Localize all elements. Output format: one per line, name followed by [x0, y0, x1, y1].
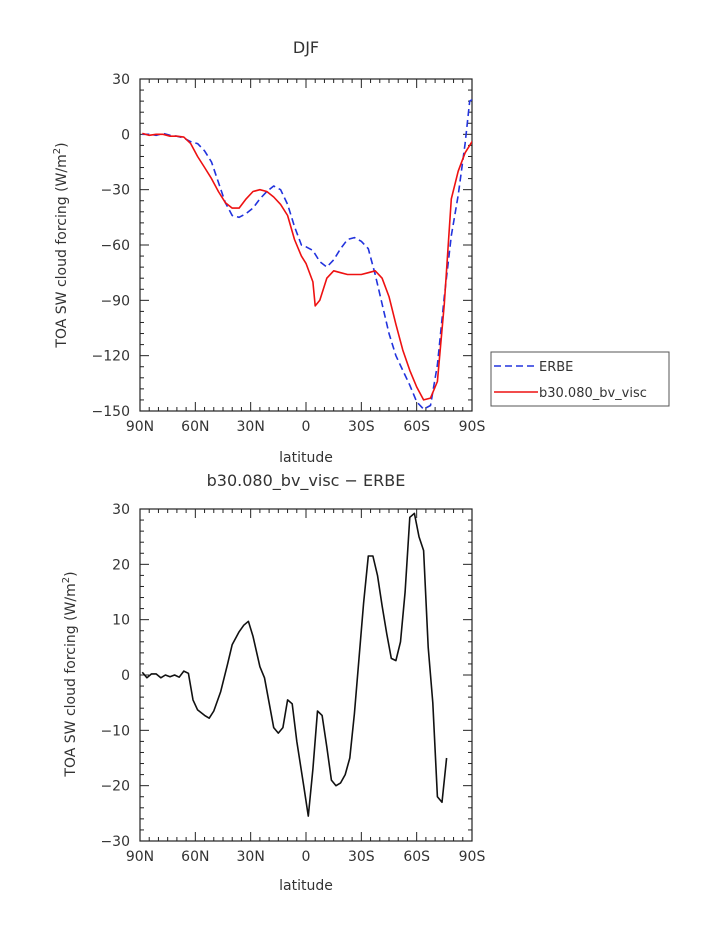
bottom-chart-y-tick-label: 0	[121, 668, 130, 684]
top-chart-panel: DJF 90N 60N 30N 0 30S 60S 90S 30 0 −30 −60 −90 −120 −…	[52, 38, 670, 466]
top-chart-y-tick-label: 30	[112, 72, 130, 88]
top-chart-x-tick-label: 60N	[181, 419, 209, 435]
top-chart-y-tick-label: −90	[100, 293, 130, 309]
bottom-chart-series-line-0	[141, 512, 448, 817]
legend-erbe-label: ERBE	[539, 360, 573, 375]
top-chart-y-tick-label: −60	[100, 238, 130, 254]
top-chart-legend: ERBE b30.080_bv_visc	[490, 351, 670, 407]
bottom-chart-x-tick-label: 30S	[348, 849, 375, 865]
top-chart-series-line-1	[142, 132, 472, 401]
bottom-chart-x-tick-label: 30N	[237, 849, 265, 865]
legend-b30-label: b30.080_bv_visc	[539, 386, 647, 401]
top-chart-y-axis-label: TOA SW cloud forcing (W/m2)	[52, 142, 70, 348]
bottom-chart-y-tick-label: 20	[112, 557, 130, 573]
bottom-chart-y-tick-label: −30	[100, 834, 130, 850]
top-chart-x-axis-label: latitude	[279, 450, 333, 466]
top-chart-x-tick-label: 60S	[403, 419, 430, 435]
top-chart-x-tick-label: 90N	[126, 419, 154, 435]
bottom-chart-x-tick-label: 90S	[459, 849, 486, 865]
bottom-chart-y-tick-label: −10	[100, 723, 130, 739]
bottom-chart-y-tick-label: −20	[100, 779, 130, 795]
top-chart-x-tick-label: 30S	[348, 419, 375, 435]
bottom-chart-x-tick-label: 0	[302, 849, 311, 865]
bottom-chart-y-tick-label: 10	[112, 613, 130, 629]
bottom-chart-y-tick-label: 30	[112, 502, 130, 518]
top-chart-plot-frame	[139, 78, 473, 412]
top-chart-y-tick-label: −30	[100, 183, 130, 199]
top-chart-series-line-0	[142, 98, 472, 410]
top-chart-y-tick-label: −150	[92, 404, 130, 420]
bottom-chart-x-tick-label: 90N	[126, 849, 154, 865]
top-chart-x-tick-label: 30N	[237, 419, 265, 435]
bottom-chart-x-tick-label: 60N	[181, 849, 209, 865]
bottom-chart-panel: b30.080_bv_visc − ERBE 90N 60N 30N 0 30S 60S 9…	[61, 471, 485, 894]
bottom-chart-x-axis-label: latitude	[279, 878, 333, 894]
top-chart-y-tick-label: 0	[121, 127, 130, 143]
top-chart-title: DJF	[293, 38, 319, 57]
top-chart-x-tick-label: 90S	[459, 419, 486, 435]
bottom-chart-plot-frame	[139, 508, 473, 842]
top-chart-y-tick-label: −120	[92, 349, 130, 365]
bottom-chart-title: b30.080_bv_visc − ERBE	[207, 471, 406, 491]
top-chart-x-tick-label: 0	[302, 419, 311, 435]
bottom-chart-y-axis-label: TOA SW cloud forcing (W/m2)	[61, 571, 79, 777]
bottom-chart-x-tick-label: 60S	[403, 849, 430, 865]
